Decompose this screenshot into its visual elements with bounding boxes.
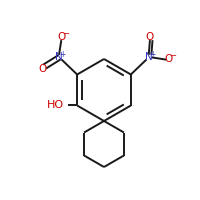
Text: O: O xyxy=(165,54,173,64)
Text: +: + xyxy=(149,50,156,59)
Text: +: + xyxy=(60,50,66,59)
Text: −: − xyxy=(169,52,176,61)
Text: −: − xyxy=(62,30,69,39)
Text: HO: HO xyxy=(47,100,64,110)
Text: O: O xyxy=(38,64,46,73)
Text: O: O xyxy=(146,32,154,43)
Text: N: N xyxy=(145,52,153,62)
Text: O: O xyxy=(57,32,65,43)
Text: N: N xyxy=(55,52,63,62)
